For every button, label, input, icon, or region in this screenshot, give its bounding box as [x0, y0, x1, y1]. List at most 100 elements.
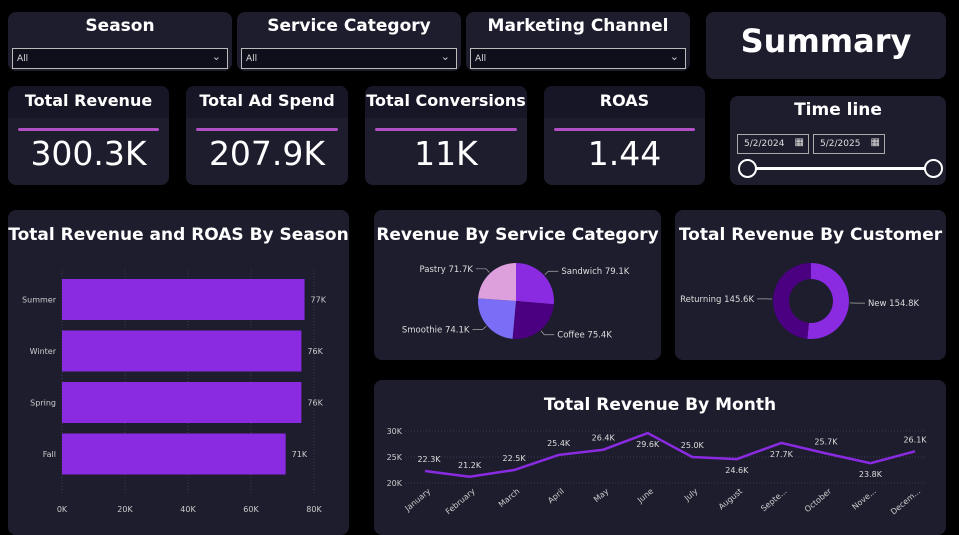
kpi-label: Total Conversions: [365, 86, 527, 118]
service-category-pie-chart: Sandwich 79.1K Coffee 75.4K Smoothie 74.1K…: [374, 210, 661, 360]
chevron-down-icon: ⌄: [212, 50, 221, 63]
data-label: 71K: [292, 450, 308, 459]
slice-returning: [773, 263, 811, 339]
marketing-channel-slicer: Marketing Channel All ⌄: [466, 12, 690, 71]
bar-summer: [62, 279, 305, 320]
slice-label: Coffee 75.4K: [557, 331, 612, 341]
x-tick-label: 40K: [180, 505, 196, 514]
chevron-down-icon: ⌄: [670, 50, 679, 63]
start-date-input[interactable]: 5/2/2024 ▦: [737, 134, 809, 154]
slice-new: [807, 263, 849, 339]
data-label: 21.2K: [458, 461, 482, 470]
data-label: 26.1K: [903, 435, 927, 444]
revenue-line: [425, 433, 915, 477]
end-date-input[interactable]: 5/2/2025 ▦: [813, 134, 885, 154]
data-label: 29.6K: [636, 440, 660, 449]
leader-line: [476, 269, 489, 273]
data-label: 25.0K: [681, 441, 705, 450]
dropdown-value: All: [17, 54, 28, 64]
x-tick-label: January: [403, 486, 433, 513]
slice-label: Returning 145.6K: [680, 295, 754, 305]
timeline-title: Time line: [730, 100, 946, 120]
leader-line: [545, 271, 559, 274]
y-tick-label: 25K: [387, 453, 403, 462]
x-tick-label: February: [444, 486, 477, 516]
x-tick-label: Septe...: [759, 487, 788, 514]
end-date: 5/2/2025: [820, 139, 860, 149]
start-date: 5/2/2024: [744, 139, 784, 149]
slice-label: Pastry 71.7K: [420, 265, 474, 275]
data-label: 77K: [311, 296, 327, 305]
bar-winter: [62, 331, 301, 372]
kpi-value: 207.9K: [186, 134, 348, 173]
data-label: 76K: [307, 347, 323, 356]
kpi-accent-line: [375, 128, 517, 131]
x-tick-label: April: [546, 487, 566, 506]
calendar-icon[interactable]: ▦: [871, 137, 880, 148]
kpi-label: Total Revenue: [8, 86, 169, 118]
service-category-pie-panel: Revenue By Service Category Sandwich 79.…: [374, 210, 661, 360]
x-tick-label: July: [682, 486, 700, 503]
chevron-down-icon: ⌄: [441, 50, 450, 63]
x-tick-label: 60K: [243, 505, 259, 514]
range-start-handle[interactable]: [738, 159, 757, 178]
x-tick-label: August: [717, 487, 744, 512]
bar-fall: [62, 434, 286, 475]
slice-label: Sandwich 79.1K: [561, 267, 629, 277]
kpi-value: 300.3K: [8, 134, 169, 173]
x-tick-label: 0K: [57, 505, 68, 514]
slice-sandwich: [516, 263, 554, 304]
data-label: 22.3K: [417, 455, 441, 464]
monthly-line-chart: 20K25K30K22.3KJanuary21.2KFebruary22.5KM…: [374, 380, 946, 525]
marketing-channel-dropdown[interactable]: All ⌄: [470, 48, 686, 69]
x-tick-label: 20K: [117, 505, 133, 514]
kpi-accent-line: [196, 128, 338, 131]
slice-label: Smoothie 74.1K: [402, 325, 470, 335]
data-label: 25.7K: [814, 437, 838, 446]
y-tick-label: Winter: [30, 347, 57, 356]
summary-title: Summary: [706, 12, 946, 79]
y-tick-label: Summer: [22, 296, 57, 305]
kpi-value: 1.44: [544, 134, 705, 173]
y-tick-label: 30K: [387, 427, 403, 436]
data-label: 23.8K: [859, 470, 883, 479]
dropdown-value: All: [475, 54, 486, 64]
slice-smoothie: [478, 298, 516, 339]
x-tick-label: Decem...: [889, 487, 922, 517]
kpi-accent-line: [18, 128, 159, 131]
season-slicer: Season All ⌄: [8, 12, 232, 71]
bar-spring: [62, 382, 301, 423]
kpi-total-revenue: Total Revenue 300.3K: [8, 86, 169, 185]
data-label: 25.4K: [547, 439, 571, 448]
kpi-total-conversions: Total Conversions 11K: [365, 86, 527, 185]
season-dropdown[interactable]: All ⌄: [12, 48, 228, 69]
y-tick-label: Fall: [43, 450, 56, 459]
leader-line: [541, 331, 554, 335]
x-tick-label: March: [497, 487, 521, 510]
slicer-title: Season: [8, 16, 232, 36]
data-label: 22.5K: [503, 454, 527, 463]
x-tick-label: June: [635, 487, 655, 506]
x-tick-label: May: [592, 486, 611, 504]
timeline-slicer: Time line 5/2/2024 ▦ 5/2/2025 ▦: [730, 96, 946, 185]
x-tick-label: 80K: [306, 505, 322, 514]
x-tick-label: October: [803, 486, 834, 514]
range-end-handle[interactable]: [924, 159, 943, 178]
kpi-label: Total Ad Spend: [186, 86, 348, 118]
leader-line: [472, 326, 486, 329]
range-slider-track[interactable]: [748, 167, 934, 170]
slicer-title: Service Category: [237, 16, 461, 36]
slice-coffee: [513, 301, 554, 339]
data-label: 26.4K: [592, 434, 616, 443]
service-category-dropdown[interactable]: All⌄: [241, 48, 457, 69]
kpi-total-ad-spend: Total Ad Spend 207.9K: [186, 86, 348, 185]
service-category-slicer: Service Category All⌄: [237, 12, 461, 71]
slicer-title: Marketing Channel: [466, 16, 690, 36]
kpi-label: ROAS: [544, 86, 705, 118]
kpi-roas: ROAS 1.44: [544, 86, 705, 185]
calendar-icon[interactable]: ▦: [795, 137, 804, 148]
